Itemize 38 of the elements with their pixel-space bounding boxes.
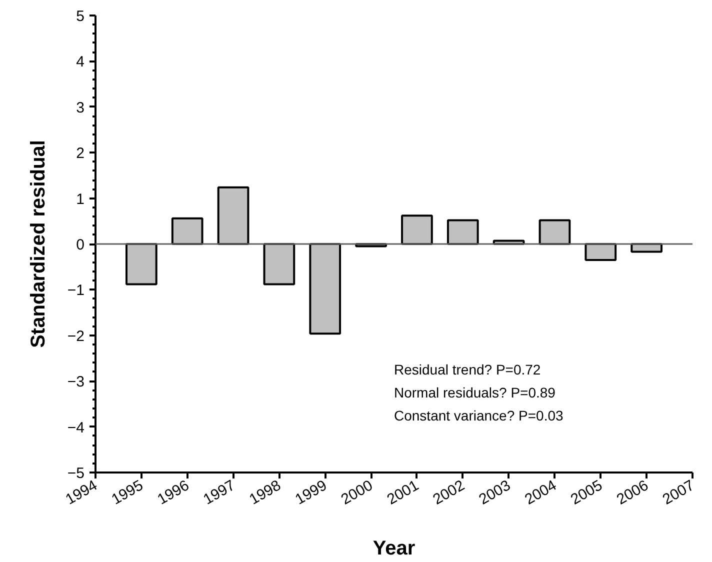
y-tick-label: −3	[67, 374, 85, 391]
y-tick-label: 0	[76, 236, 84, 254]
y-axis-title: Standardized residual	[27, 140, 50, 348]
x-tick-label: 1996	[154, 476, 192, 508]
x-tick-label: 2000	[338, 476, 376, 508]
x-tick-label: 2007	[660, 476, 698, 508]
x-tick-label: 1999	[292, 476, 330, 508]
y-tick-label: 4	[76, 54, 84, 71]
y-tick-label: 1	[76, 190, 84, 208]
bar	[263, 243, 296, 286]
bar	[538, 219, 571, 245]
bar	[171, 217, 204, 245]
annotation: Constant variance? P=0.03	[394, 407, 564, 424]
y-tick-label: −2	[67, 328, 85, 345]
y-tick-label: −1	[67, 282, 85, 300]
y-tick-label: −4	[67, 419, 85, 436]
bar	[401, 214, 433, 245]
x-tick-label: 2001	[384, 476, 422, 508]
x-tick-label: 2005	[568, 476, 606, 508]
y-tick-label: 2	[76, 145, 84, 162]
bar	[446, 219, 479, 245]
x-tick-label: 2006	[614, 476, 652, 508]
annotation: Residual trend? P=0.72	[394, 362, 541, 378]
x-tick-label: 2002	[430, 476, 468, 508]
x-tick-label: 1995	[108, 476, 146, 508]
bar	[584, 243, 617, 261]
bar	[126, 243, 158, 286]
y-tick-label: 5	[76, 8, 84, 25]
x-tick-label: 2003	[476, 476, 514, 508]
y-tick-label: −5	[67, 465, 85, 482]
x-tick-label: 2004	[522, 476, 560, 508]
bar	[217, 186, 250, 245]
bar	[309, 243, 342, 335]
annotation: Normal residuals? P=0.89	[394, 384, 556, 401]
x-tick-label: 1998	[246, 476, 284, 508]
x-tick-label: 1997	[200, 476, 238, 508]
x-axis-title: Year	[372, 538, 416, 560]
y-tick-label: 3	[76, 99, 84, 116]
